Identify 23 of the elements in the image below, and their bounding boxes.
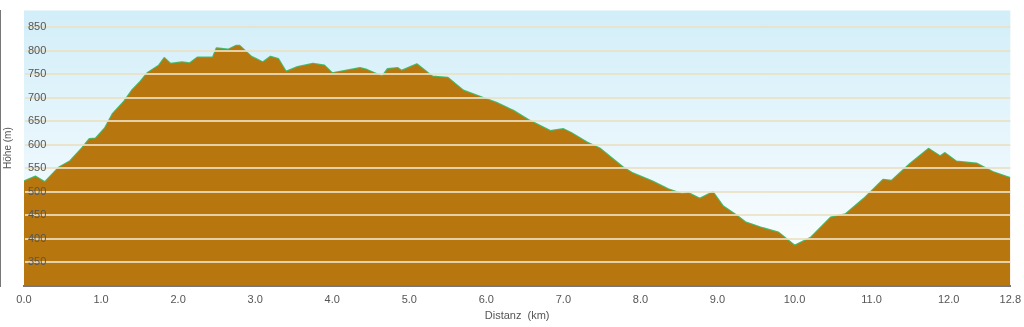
x-tick-label: 4.0 <box>324 293 340 306</box>
x-tick-label: 12.0 <box>937 293 960 306</box>
x-tick-label: 12.8 <box>999 293 1022 306</box>
y-tick-label: 850 <box>28 20 47 33</box>
x-tick-label: 7.0 <box>555 293 572 306</box>
x-tick-label: 5.0 <box>401 293 417 306</box>
y-tick-label: 750 <box>28 67 47 80</box>
x-tick-label: 0.0 <box>16 293 32 306</box>
x-tick-label: 8.0 <box>632 293 649 306</box>
y-tick-label: 550 <box>28 161 47 174</box>
x-tick-label: 2.0 <box>170 293 186 306</box>
x-axis-title: Distanz (km) <box>484 309 550 322</box>
y-tick-label: 600 <box>28 137 47 150</box>
x-tick-label: 10.0 <box>783 293 806 306</box>
y-tick-label: 650 <box>28 114 47 127</box>
y-tick-label: 800 <box>28 43 47 56</box>
x-tick-label: 11.0 <box>861 293 882 306</box>
y-tick-label: 700 <box>28 90 47 103</box>
x-tick-label: 6.0 <box>478 293 494 306</box>
x-tick-label: 1.0 <box>93 293 109 306</box>
x-tick-label: 3.0 <box>247 293 263 306</box>
y-axis-title: Höhe (m) <box>1 127 13 169</box>
x-tick-label: 9.0 <box>709 293 726 306</box>
